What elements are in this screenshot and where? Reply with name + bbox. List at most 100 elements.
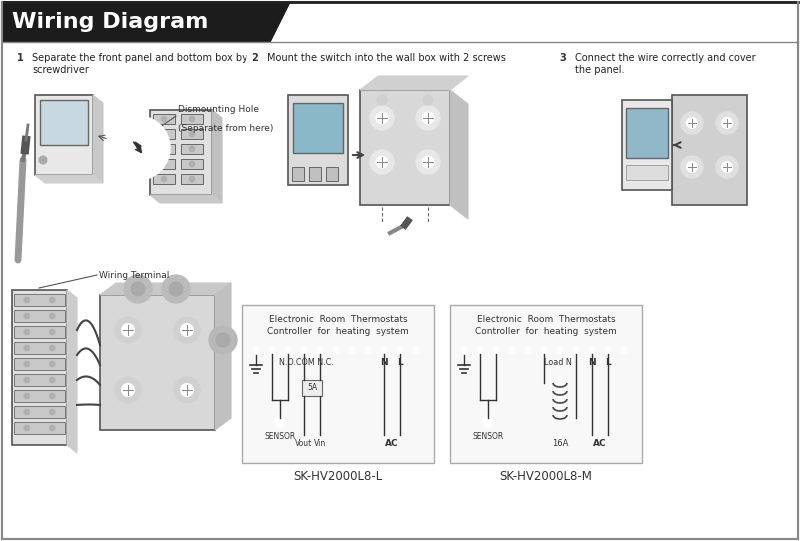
Circle shape [422, 156, 434, 168]
Bar [360, 90, 450, 205]
Circle shape [477, 347, 483, 353]
Bar [153, 159, 175, 169]
Circle shape [422, 112, 434, 124]
Circle shape [541, 347, 547, 353]
Circle shape [493, 347, 499, 353]
Circle shape [50, 409, 55, 415]
Circle shape [557, 347, 563, 353]
Bar [293, 103, 343, 153]
Circle shape [162, 275, 190, 303]
Text: AC: AC [593, 439, 607, 448]
Circle shape [50, 313, 55, 319]
Circle shape [189, 116, 195, 122]
Bar [14, 326, 65, 338]
Circle shape [50, 345, 55, 351]
Bar [242, 305, 434, 463]
Text: 1: 1 [17, 53, 23, 63]
Circle shape [39, 156, 47, 164]
Circle shape [416, 150, 440, 174]
Circle shape [376, 156, 388, 168]
Text: the panel.: the panel. [575, 65, 625, 75]
Text: Electronic  Room  Thermostats: Electronic Room Thermostats [269, 314, 407, 324]
Bar [181, 129, 203, 139]
Bar [181, 159, 203, 169]
Circle shape [124, 275, 152, 303]
Bar [14, 422, 65, 434]
Circle shape [716, 112, 738, 134]
Text: AC: AC [385, 439, 399, 448]
Text: 3: 3 [560, 53, 566, 63]
Bar [181, 174, 203, 184]
Circle shape [423, 95, 433, 105]
Circle shape [716, 156, 738, 178]
Circle shape [376, 112, 388, 124]
Circle shape [181, 324, 194, 337]
Circle shape [50, 393, 55, 399]
Circle shape [686, 162, 698, 173]
Bar [288, 95, 348, 185]
Bar [100, 295, 215, 430]
Text: Electronic  Room  Thermostats: Electronic Room Thermostats [477, 314, 615, 324]
Bar [153, 174, 175, 184]
Polygon shape [150, 195, 222, 203]
Circle shape [589, 347, 595, 353]
Bar [622, 100, 672, 190]
Circle shape [174, 317, 200, 343]
Circle shape [24, 393, 30, 399]
Text: 2: 2 [252, 53, 258, 63]
Bar [626, 108, 668, 158]
Circle shape [681, 156, 703, 178]
Circle shape [461, 347, 467, 353]
Text: SENSOR: SENSOR [264, 432, 296, 441]
Circle shape [413, 347, 419, 353]
Circle shape [24, 425, 30, 431]
Circle shape [301, 347, 307, 353]
Circle shape [50, 425, 55, 431]
Bar [14, 406, 65, 418]
Circle shape [174, 377, 200, 403]
Circle shape [722, 162, 733, 173]
Text: L: L [397, 358, 403, 367]
Polygon shape [2, 2, 290, 42]
Circle shape [189, 176, 195, 182]
Circle shape [181, 384, 194, 397]
Bar [35, 95, 93, 175]
Circle shape [555, 50, 571, 66]
Text: L: L [605, 358, 611, 367]
Bar [14, 374, 65, 386]
Circle shape [722, 117, 733, 129]
Circle shape [12, 50, 28, 66]
Polygon shape [93, 95, 103, 183]
Circle shape [573, 347, 579, 353]
Text: N.O.COM N.C.: N.O.COM N.C. [278, 358, 334, 367]
Polygon shape [135, 142, 141, 150]
Circle shape [161, 131, 167, 137]
Bar [14, 358, 65, 370]
Circle shape [317, 347, 323, 353]
Circle shape [24, 377, 30, 383]
Circle shape [161, 116, 167, 122]
Polygon shape [450, 90, 468, 219]
Circle shape [209, 326, 237, 354]
Bar [153, 129, 175, 139]
Circle shape [605, 347, 611, 353]
Text: SENSOR: SENSOR [472, 432, 504, 441]
Circle shape [24, 313, 30, 319]
Circle shape [24, 345, 30, 351]
Polygon shape [35, 175, 103, 183]
Text: Vin: Vin [314, 439, 326, 448]
Bar [14, 390, 65, 402]
Circle shape [285, 347, 291, 353]
Bar [40, 100, 88, 145]
Polygon shape [67, 290, 77, 453]
Circle shape [377, 95, 387, 105]
Text: N: N [588, 358, 596, 367]
Polygon shape [360, 76, 468, 90]
Circle shape [621, 347, 627, 353]
Circle shape [189, 161, 195, 167]
Circle shape [416, 106, 440, 130]
Circle shape [365, 347, 371, 353]
Text: Connect the wire correctly and cover: Connect the wire correctly and cover [575, 53, 756, 63]
Circle shape [106, 116, 170, 180]
Polygon shape [215, 283, 231, 430]
